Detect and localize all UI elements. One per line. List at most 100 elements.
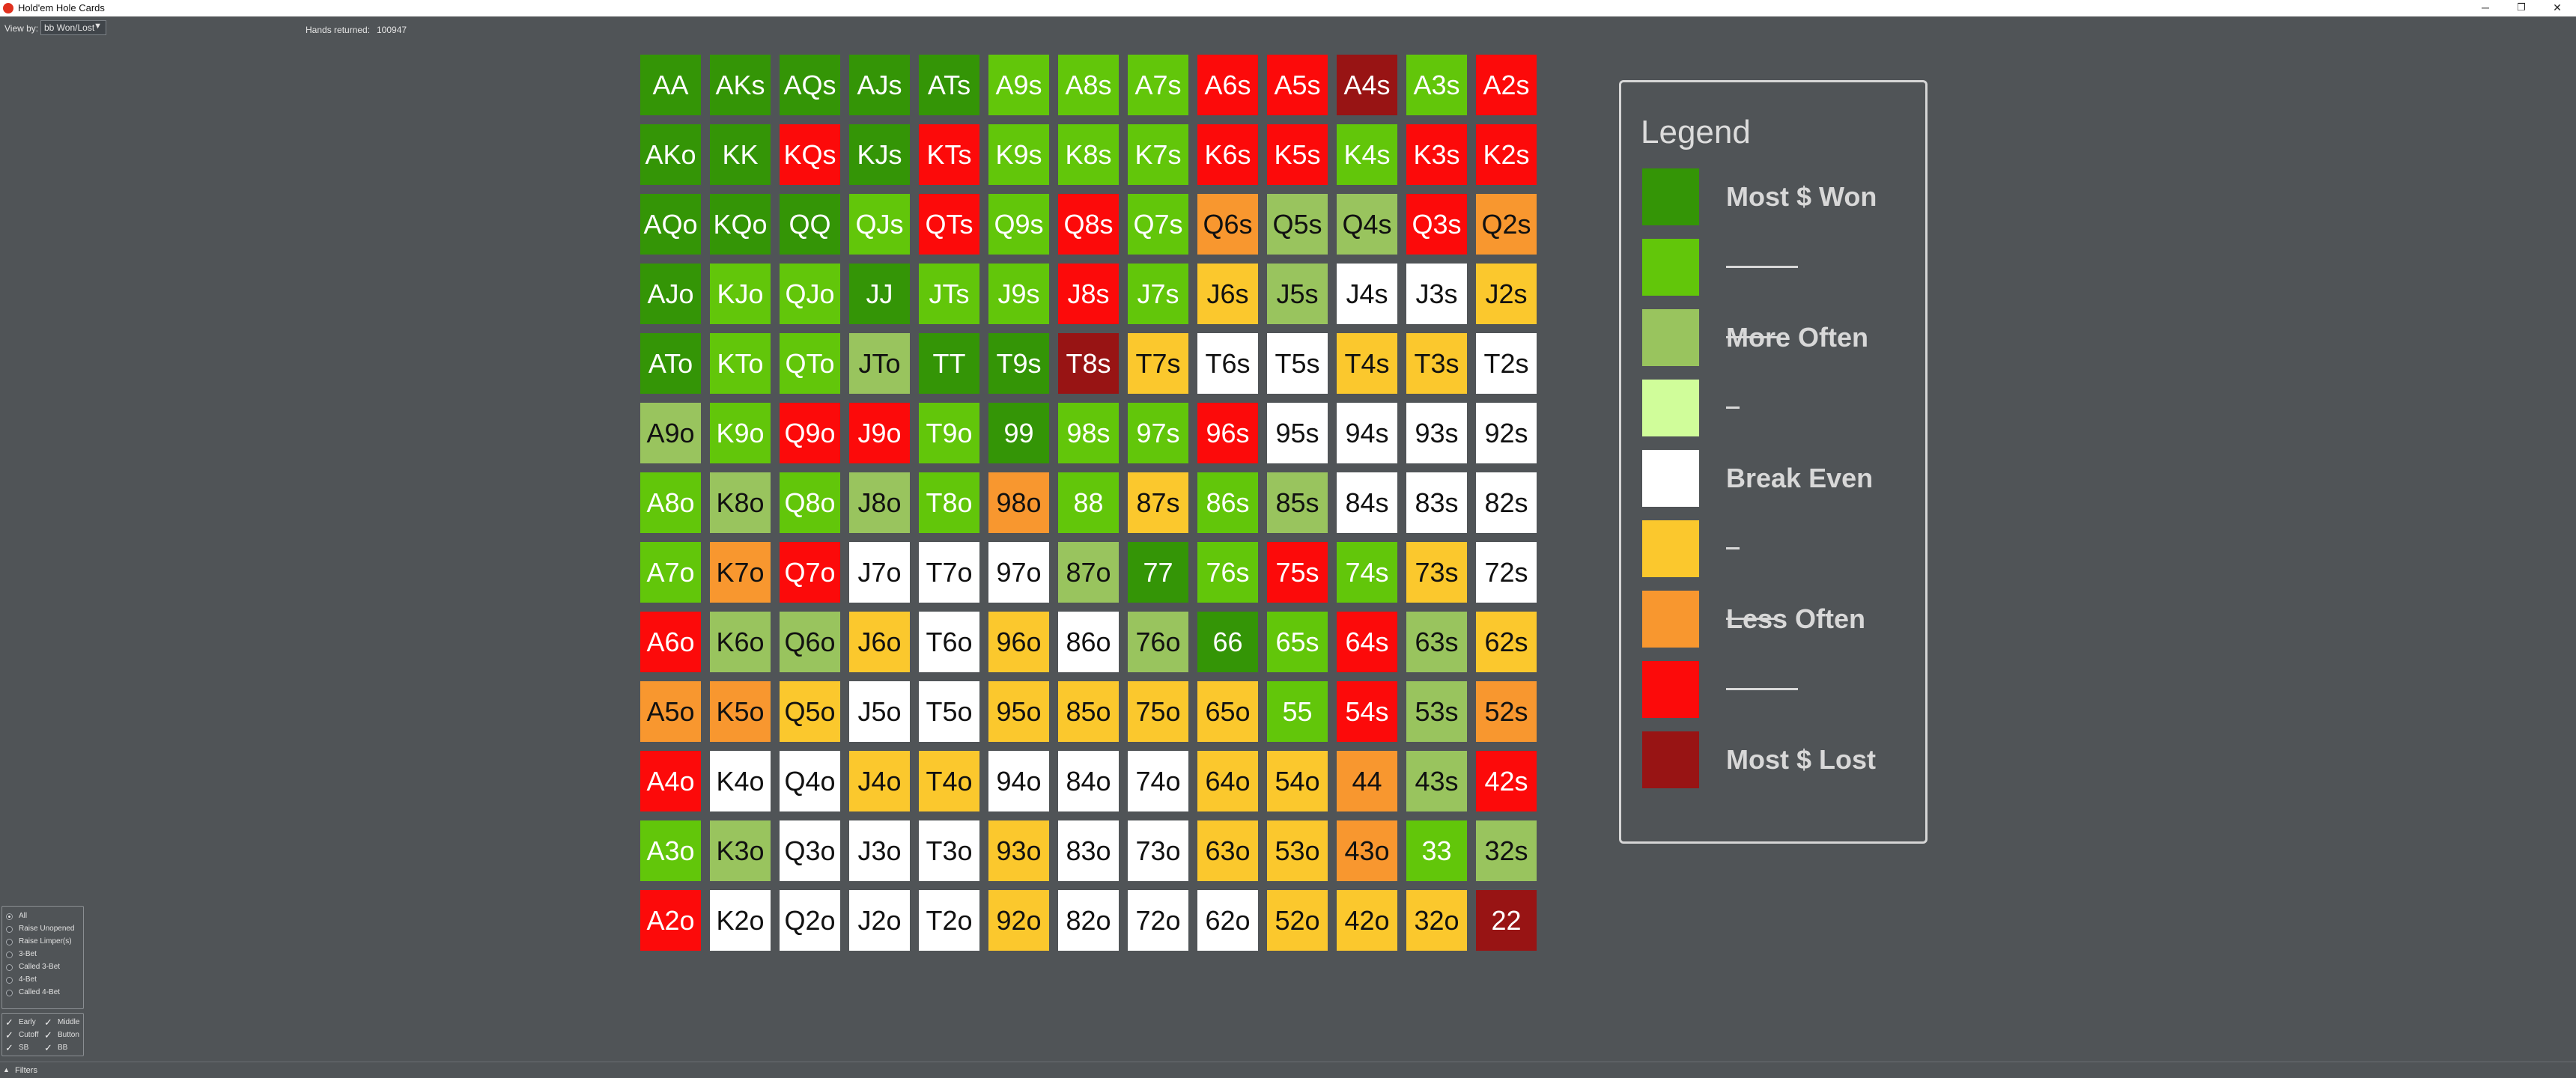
hand-cell[interactable]: K6s xyxy=(1197,124,1258,185)
hand-cell[interactable]: 53o xyxy=(1267,820,1328,881)
hand-cell[interactable]: AA xyxy=(640,55,701,115)
hand-cell[interactable]: TT xyxy=(919,333,979,394)
hand-cell[interactable]: K3s xyxy=(1406,124,1467,185)
hand-cell[interactable]: AQo xyxy=(640,194,701,255)
hand-cell[interactable]: Q5s xyxy=(1267,194,1328,255)
collapse-icon[interactable]: ▲ xyxy=(3,1066,10,1074)
hand-cell[interactable]: Q5o xyxy=(780,681,840,742)
hand-cell[interactable]: 55 xyxy=(1267,681,1328,742)
hand-cell[interactable]: T6s xyxy=(1197,333,1258,394)
hand-cell[interactable]: K5o xyxy=(710,681,771,742)
hand-cell[interactable]: 62s xyxy=(1476,612,1537,672)
hand-cell[interactable]: J5s xyxy=(1267,264,1328,324)
hand-cell[interactable]: AJs xyxy=(849,55,910,115)
hand-cell[interactable]: J8s xyxy=(1058,264,1119,324)
hand-cell[interactable]: J8o xyxy=(849,472,910,533)
hand-cell[interactable]: ATs xyxy=(919,55,979,115)
hand-cell[interactable]: 76o xyxy=(1128,612,1188,672)
hand-cell[interactable]: T9s xyxy=(988,333,1049,394)
hand-cell[interactable]: Q8o xyxy=(780,472,840,533)
hand-cell[interactable]: J7s xyxy=(1128,264,1188,324)
hand-cell[interactable]: 64s xyxy=(1337,612,1397,672)
hand-cell[interactable]: A7o xyxy=(640,542,701,603)
hand-cell[interactable]: Q4s xyxy=(1337,194,1397,255)
hand-cell[interactable]: 83s xyxy=(1406,472,1467,533)
hand-cell[interactable]: 77 xyxy=(1128,542,1188,603)
hand-cell[interactable]: J4o xyxy=(849,751,910,811)
hand-cell[interactable]: AJo xyxy=(640,264,701,324)
hand-cell[interactable]: A8s xyxy=(1058,55,1119,115)
hand-cell[interactable]: 86s xyxy=(1197,472,1258,533)
hand-cell[interactable]: J6s xyxy=(1197,264,1258,324)
hand-cell[interactable]: K2s xyxy=(1476,124,1537,185)
hand-cell[interactable]: JJ xyxy=(849,264,910,324)
hand-cell[interactable]: T8o xyxy=(919,472,979,533)
hand-cell[interactable]: K3o xyxy=(710,820,771,881)
hand-cell[interactable]: T7o xyxy=(919,542,979,603)
hand-cell[interactable]: 43o xyxy=(1337,820,1397,881)
hand-cell[interactable]: 87o xyxy=(1058,542,1119,603)
hand-cell[interactable]: QTo xyxy=(780,333,840,394)
hand-cell[interactable]: 63o xyxy=(1197,820,1258,881)
hand-cell[interactable]: J9s xyxy=(988,264,1049,324)
hand-cell[interactable]: 75o xyxy=(1128,681,1188,742)
hand-cell[interactable]: A7s xyxy=(1128,55,1188,115)
hand-cell[interactable]: 99 xyxy=(988,403,1049,463)
hand-cell[interactable]: 43s xyxy=(1406,751,1467,811)
hand-cell[interactable]: AKo xyxy=(640,124,701,185)
view-by-dropdown[interactable]: bb Won/Lost ▼ xyxy=(40,20,106,35)
hand-cell[interactable]: K7o xyxy=(710,542,771,603)
hand-cell[interactable]: JTo xyxy=(849,333,910,394)
hand-cell[interactable]: 72o xyxy=(1128,890,1188,951)
hand-cell[interactable]: Q7s xyxy=(1128,194,1188,255)
hand-cell[interactable]: K6o xyxy=(710,612,771,672)
hand-cell[interactable]: K4o xyxy=(710,751,771,811)
hand-cell[interactable]: 72s xyxy=(1476,542,1537,603)
hand-cell[interactable]: 76s xyxy=(1197,542,1258,603)
hand-cell[interactable]: Q6o xyxy=(780,612,840,672)
hand-cell[interactable]: A3s xyxy=(1406,55,1467,115)
hand-cell[interactable]: KQo xyxy=(710,194,771,255)
hand-cell[interactable]: 85o xyxy=(1058,681,1119,742)
hand-cell[interactable]: 22 xyxy=(1476,890,1537,951)
hand-cell[interactable]: J7o xyxy=(849,542,910,603)
hand-cell[interactable]: 98o xyxy=(988,472,1049,533)
hand-cell[interactable]: K4s xyxy=(1337,124,1397,185)
hand-cell[interactable]: J3o xyxy=(849,820,910,881)
hand-cell[interactable]: 88 xyxy=(1058,472,1119,533)
hand-cell[interactable]: Q8s xyxy=(1058,194,1119,255)
hand-cell[interactable]: KQs xyxy=(780,124,840,185)
hand-cell[interactable]: T3o xyxy=(919,820,979,881)
hand-cell[interactable]: T2s xyxy=(1476,333,1537,394)
hand-cell[interactable]: J5o xyxy=(849,681,910,742)
hand-cell[interactable]: 85s xyxy=(1267,472,1328,533)
hand-cell[interactable]: T2o xyxy=(919,890,979,951)
hand-cell[interactable]: Q9o xyxy=(780,403,840,463)
hand-cell[interactable]: A6s xyxy=(1197,55,1258,115)
hand-cell[interactable]: T8s xyxy=(1058,333,1119,394)
hand-cell[interactable]: Q3o xyxy=(780,820,840,881)
hand-cell[interactable]: T5s xyxy=(1267,333,1328,394)
hand-cell[interactable]: 93s xyxy=(1406,403,1467,463)
hand-cell[interactable]: 63s xyxy=(1406,612,1467,672)
hand-cell[interactable]: KTo xyxy=(710,333,771,394)
hand-cell[interactable]: 87s xyxy=(1128,472,1188,533)
minimize-button[interactable]: ─ xyxy=(2482,1,2489,13)
hand-cell[interactable]: 97o xyxy=(988,542,1049,603)
filters-bar[interactable]: ▲ Filters xyxy=(0,1062,2576,1078)
hand-cell[interactable]: A5o xyxy=(640,681,701,742)
hand-cell[interactable]: 42s xyxy=(1476,751,1537,811)
hand-cell[interactable]: 97s xyxy=(1128,403,1188,463)
hand-cell[interactable]: 94s xyxy=(1337,403,1397,463)
hand-cell[interactable]: QJs xyxy=(849,194,910,255)
hand-cell[interactable]: T9o xyxy=(919,403,979,463)
hand-cell[interactable]: A9o xyxy=(640,403,701,463)
hand-cell[interactable]: K2o xyxy=(710,890,771,951)
hand-cell[interactable]: QQ xyxy=(780,194,840,255)
hand-cell[interactable]: AKs xyxy=(710,55,771,115)
hand-cell[interactable]: K9s xyxy=(988,124,1049,185)
hand-cell[interactable]: 82s xyxy=(1476,472,1537,533)
hand-cell[interactable]: 42o xyxy=(1337,890,1397,951)
hand-cell[interactable]: JTs xyxy=(919,264,979,324)
hand-cell[interactable]: J3s xyxy=(1406,264,1467,324)
